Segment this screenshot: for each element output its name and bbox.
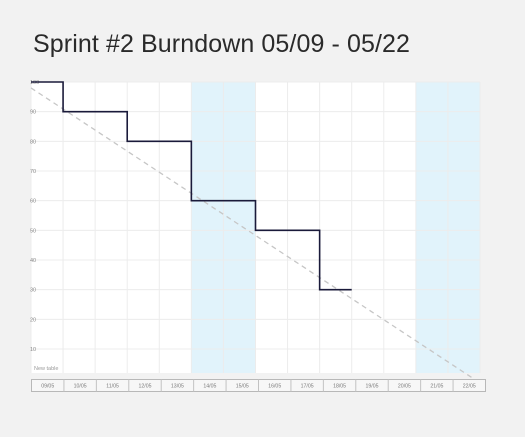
x-tick-label: 16/05 [268,384,281,390]
actual-line [31,81,352,291]
gridlines [30,81,481,373]
ideal-line [30,87,473,379]
ideal-line-group [30,87,473,379]
y-axis-ticks: 100 90 80 70 60 50 40 30 20 10 [30,80,39,353]
x-axis-table: 09/05 10/05 11/05 12/05 13/05 14/05 15/05 16/05… [31,379,486,392]
y-tick-label: 80 [30,139,36,145]
x-tick-label: 11/05 [106,384,119,390]
y-tick-label: 30 [30,288,36,294]
y-tick-label: 100 [30,80,39,86]
y-tick-label: 40 [30,258,36,264]
x-tick-label: 18/05 [333,384,346,390]
y-tick-label: 10 [30,347,36,353]
x-tick-label: 14/05 [203,384,216,390]
footnote-label: New table [34,366,58,372]
actual-line-group [31,81,352,291]
x-tick-label: 19/05 [366,384,379,390]
x-tick-label: 17/05 [301,384,314,390]
y-tick-label: 50 [30,228,36,234]
y-tick-label: 90 [30,110,36,116]
y-tick-label: 60 [30,199,36,205]
x-tick-label: 12/05 [139,384,152,390]
x-tick-label: 09/05 [41,384,54,390]
chart-title: Sprint #2 Burndown 05/09 - 05/22 [33,30,411,58]
x-tick-label: 22/05 [463,384,476,390]
x-tick-label: 10/05 [74,384,87,390]
x-tick-label: 13/05 [171,384,184,390]
x-tick-label: 20/05 [398,384,411,390]
y-tick-label: 70 [30,169,36,175]
y-tick-label: 20 [30,317,36,323]
x-tick-label: 15/05 [236,384,249,390]
x-tick-label: 21/05 [430,384,443,390]
